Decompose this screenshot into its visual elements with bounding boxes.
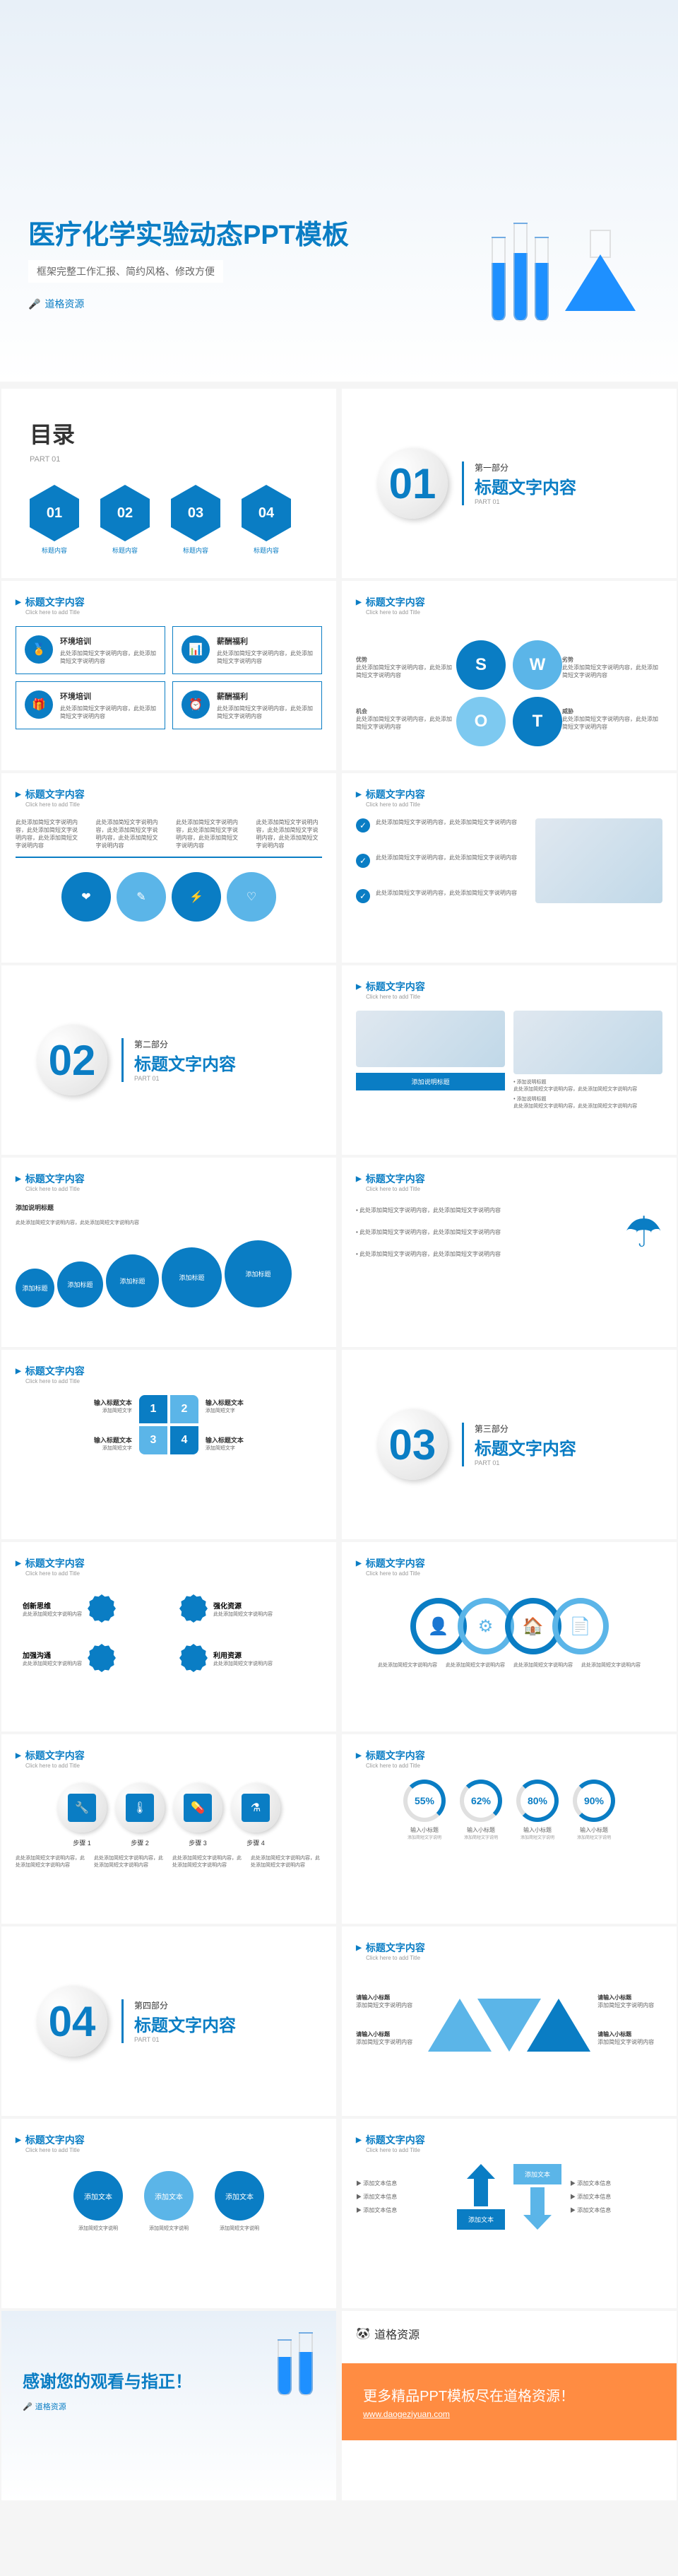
doctor-image — [535, 818, 662, 903]
triangle-group — [428, 1982, 590, 2067]
closing-slide: 感谢您的观看与指正！ 🎤 道格资源 — [1, 2311, 336, 2500]
test-tubes-graphic — [489, 223, 551, 325]
bubbles-slide: 标题文字内容 Click here to add Title 添加文本添加简短文… — [1, 2119, 336, 2308]
cover-logo: 🎤 道格资源 — [28, 297, 349, 311]
pulse-icon: ⚡ — [172, 872, 221, 922]
progress-slide: 标题文字内容 Click here to add Title 55%输入小标题添… — [342, 1734, 677, 1924]
thumbs-slide: 标题文字内容 Click here to add Title 🔧步骤 1 🌡步骤… — [1, 1734, 336, 1924]
section-num-circle: 01 — [377, 448, 448, 519]
cover-subtitle: 框架完整工作汇报、简约风格、修改方便 — [28, 260, 223, 283]
quad-input-slide: 标题文字内容 Click here to add Title 输入标题文本 添加… — [1, 1350, 336, 1539]
pills-image — [356, 1011, 505, 1067]
thumb-row: 🔧步骤 1 🌡步骤 2 💊步骤 3 ⚗步骤 4 — [16, 1783, 322, 1847]
toc-item-3: 03 标题内容 — [171, 485, 220, 555]
add-title-bar: 添加说明标题 — [356, 1073, 505, 1090]
check-icon: ✓ — [356, 889, 370, 903]
footer-slide: 🐼 道格资源 更多精品PPT模板尽在道格资源！ www.daogeziyuan.… — [342, 2311, 677, 2500]
swot-slide: 标题文字内容 Click here to add Title 优势此处添加简短文… — [342, 581, 677, 770]
section-2-header: 02 第二部分 标题文字内容 PART 01 — [1, 965, 336, 1155]
house-icon: 🏠 — [523, 1616, 544, 1637]
gears-slide: 标题文字内容 Click here to add Title 创新思维此处添加简… — [1, 1542, 336, 1731]
team-image — [513, 1011, 662, 1074]
conical-flask — [565, 254, 636, 311]
pill-icon: 💊 — [184, 1794, 212, 1822]
info-box-2: 📊 薪酬福利此处添加简短文字说明内容，此处添加简短文字说明内容 — [172, 626, 322, 674]
wrench-icon: 🔧 — [68, 1794, 96, 1822]
toc-item-4: 04 标题内容 — [242, 485, 291, 555]
panda-icon: 🐼 — [356, 2327, 370, 2341]
section-3-header: 03 第三部分 标题文字内容 PART 01 — [342, 1350, 677, 1539]
boxes-slide: 标题文字内容 Click here to add Title 🏅 环境培训此处添… — [1, 581, 336, 770]
steps-slide: 标题文字内容 Click here to add Title 添加说明标题 此处… — [1, 1158, 336, 1347]
gear-icon — [179, 1644, 208, 1672]
gear-grid: 创新思维此处添加简短文字说明内容 强化资源此处添加简短文字说明内容 加强沟通此处… — [16, 1587, 322, 1679]
umbrella-icon: ☂ — [624, 1208, 662, 1257]
chart-icon: 📊 — [182, 635, 210, 664]
content-title: 标题文字内容 — [16, 595, 322, 609]
info-box-3: 🎁 环境培训此处添加简短文字说明内容，此处添加简短文字说明内容 — [16, 681, 165, 729]
circle-row: ❤ ✎ ⚡ ♡ — [16, 872, 322, 922]
bubble-row: 添加文本添加简短文字说明 添加文本添加简短文字说明 添加文本添加简短文字说明 — [16, 2171, 322, 2232]
cover-title: 医疗化学实验动态PPT模板 — [28, 213, 349, 252]
footer-logo: 🐼 道格资源 — [356, 2325, 662, 2342]
footer-banner: 更多精品PPT模板尽在道格资源！ www.daogeziyuan.com — [342, 2363, 677, 2440]
info-box-4: ⏰ 薪酬福利此处添加简短文字说明内容，此处添加简短文字说明内容 — [172, 681, 322, 729]
cover-slide: 医疗化学实验动态PPT模板 框架完整工作汇报、简约风格、修改方便 🎤 道格资源 — [0, 0, 678, 382]
progress-row: 55%输入小标题添加简短文字说明 62%输入小标题添加简短文字说明 80%输入小… — [356, 1780, 662, 1840]
person-icon: 👤 — [428, 1616, 449, 1637]
swot-diagram: S W O T — [456, 640, 562, 746]
steps-stair: 添加标题 添加标题 添加标题 添加标题 添加标题 — [16, 1240, 322, 1307]
doc-icon: 📄 — [570, 1616, 591, 1637]
thermo-icon: 🌡 — [126, 1794, 154, 1822]
gear-icon — [88, 1644, 116, 1672]
check-icon: ✓ — [356, 818, 370, 833]
toc-title: 目录 — [30, 417, 308, 449]
arrows-slide: 标题文字内容 Click here to add Title ▶ 添加文本信息 … — [342, 2119, 677, 2308]
chain-circles: 👤 ⚙ 🏠 📄 — [356, 1598, 662, 1654]
umbrella-slide: 标题文字内容 Click here to add Title • 此处添加简短文… — [342, 1158, 677, 1347]
heart2-icon: ♡ — [227, 872, 276, 922]
flask-icon: ⚗ — [242, 1794, 270, 1822]
toc-sub: PART 01 — [30, 455, 308, 464]
image-callouts-slide: 标题文字内容 Click here to add Title 添加说明标题 • … — [342, 965, 677, 1155]
gear-icon: ⚙ — [478, 1616, 494, 1637]
section-1-header: 01 第一部分 标题文字内容 PART 01 — [342, 389, 677, 578]
medal-icon: 🏅 — [25, 635, 53, 664]
chain-slide: 标题文字内容 Click here to add Title 👤 ⚙ 🏠 📄 此… — [342, 1542, 677, 1731]
toc-item-2: 02 标题内容 — [100, 485, 150, 555]
gift-icon: 🎁 — [25, 690, 53, 719]
gear-icon — [88, 1594, 116, 1623]
clock-icon: ⏰ — [182, 690, 210, 719]
heart-icon: ❤ — [61, 872, 111, 922]
timeline-circles-slide: 标题文字内容 Click here to add Title 此处添加简短文字说… — [1, 773, 336, 963]
down-arrow-icon — [523, 2187, 552, 2230]
mic-icon: 🎤 — [23, 2402, 32, 2411]
toc-item-1: 01 标题内容 — [30, 485, 79, 555]
info-box-1: 🏅 环境培训此处添加简短文字说明内容，此处添加简短文字说明内容 — [16, 626, 165, 674]
check-icon: ✓ — [356, 854, 370, 868]
toc-slide: 目录 PART 01 01 标题内容 02 标题内容 03 标题内容 04 标题… — [1, 389, 336, 578]
triangles-slide: 标题文字内容 Click here to add Title 请输入小标题添加简… — [342, 1927, 677, 2116]
mic-icon: 🎤 — [28, 298, 40, 310]
gear-icon — [179, 1594, 208, 1623]
up-arrow-icon — [467, 2164, 495, 2206]
section-4-header: 04 第四部分 标题文字内容 PART 01 — [1, 1927, 336, 2116]
checkmark-slide: 标题文字内容 Click here to add Title ✓此处添加简短文字… — [342, 773, 677, 963]
closing-title: 感谢您的观看与指正！ — [23, 2368, 315, 2392]
pencil-icon: ✎ — [117, 872, 166, 922]
toc-hexagons: 01 标题内容 02 标题内容 03 标题内容 04 标题内容 — [30, 485, 308, 555]
footer-url[interactable]: www.daogeziyuan.com — [363, 2409, 574, 2419]
flask-neck — [590, 230, 611, 258]
